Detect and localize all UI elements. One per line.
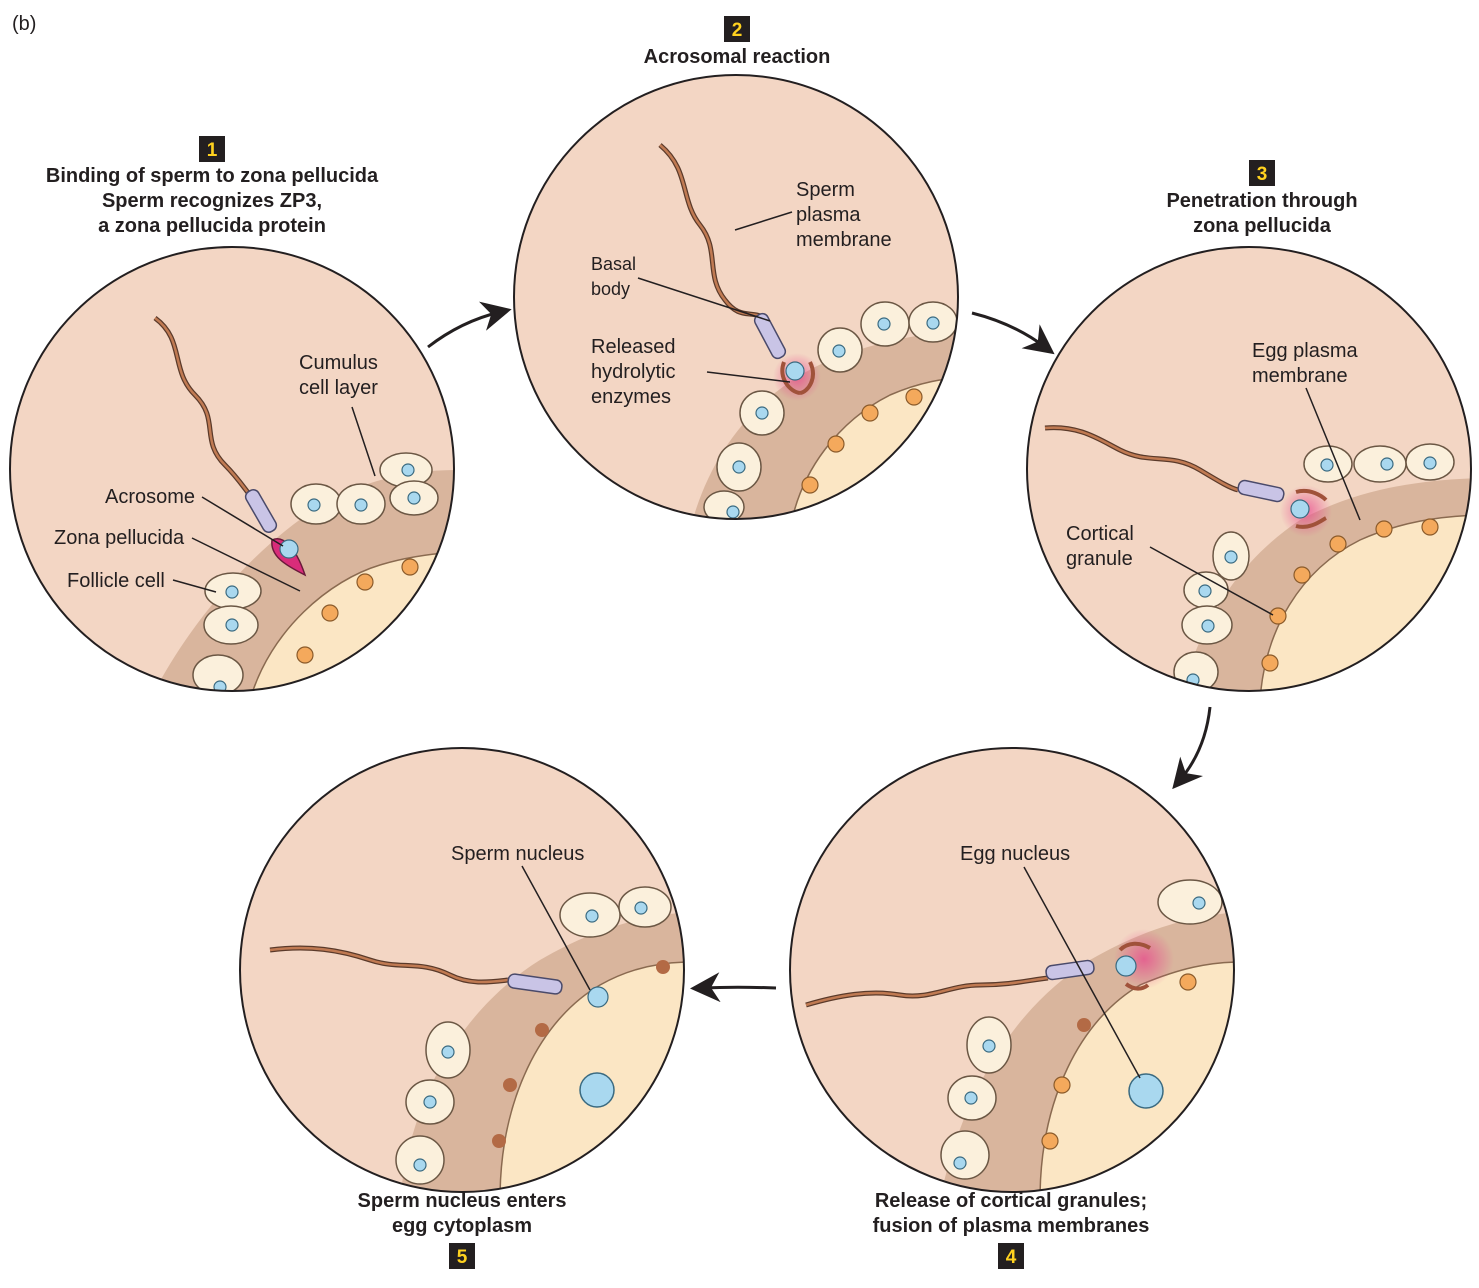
label-cumulus: Cumulus cell layer (299, 352, 378, 399)
granule-release (1077, 1018, 1091, 1032)
cell-nuclei (413, 901, 648, 1172)
sperm-1 (153, 315, 307, 577)
panel-2: Sperm plasma membrane Basal body Released hy… (513, 16, 959, 520)
cortical-granules (801, 388, 923, 494)
arrow-2-to-3 (971, 311, 1055, 355)
egg-nucleus (579, 1072, 615, 1108)
sperm-head-nucleus (1290, 499, 1310, 519)
label-egg-nucleus: Egg nucleus (960, 843, 1070, 865)
step-3-number: 3 (1257, 164, 1268, 185)
step-4-title: Release of cortical granules; fusion of p… (873, 1190, 1150, 1237)
cell-nuclei (213, 463, 421, 691)
step-1-number: 1 (207, 140, 218, 161)
sperm-head-nucleus (785, 361, 805, 381)
sperm-2 (658, 143, 815, 395)
label-cortical-granule: Cortical granule (1066, 523, 1134, 570)
step-2-title: Acrosomal reaction (644, 46, 831, 68)
panel-4: Egg nucleus Release of cortical granules… (789, 747, 1235, 1269)
sperm-head-nucleus (1115, 955, 1137, 977)
sperm-3 (1044, 425, 1328, 529)
sperm-5 (269, 945, 609, 1008)
panel-3: Egg plasma membrane Cortical granule 3 Pen… (1026, 160, 1472, 692)
arrow-3-to-4 (1172, 706, 1212, 790)
step-2-number-box (724, 16, 750, 42)
cell-nuclei (953, 896, 1206, 1170)
step-3-number-box (1249, 160, 1275, 186)
sperm-head-nucleus (587, 986, 609, 1008)
step-1-number-box (199, 136, 225, 162)
label-released-enzymes: Released hydrolytic enzymes (591, 336, 676, 408)
label-zona-pellucida: Zona pellucida (54, 527, 185, 549)
cortical-granules (296, 558, 419, 664)
step-4-number-box (998, 1243, 1024, 1269)
cumulus-cells (703, 301, 958, 519)
sperm-4 (805, 941, 1152, 1008)
sperm-head-nucleus (279, 539, 299, 559)
label-egg-plasma-membrane: Egg plasma membrane (1252, 340, 1358, 387)
arrow-4-to-5 (690, 972, 777, 1003)
label-sperm-plasma-membrane: Sperm plasma membrane (796, 179, 892, 251)
label-follicle-cell: Follicle cell (67, 570, 165, 592)
step-1-title: Binding of sperm to zona pellucida Sperm … (46, 165, 379, 237)
cortical-granules (1041, 973, 1197, 1150)
egg-nucleus (1128, 1073, 1164, 1109)
step-2-number: 2 (732, 20, 743, 41)
label-acrosome: Acrosome (105, 486, 195, 508)
panel-5: Sperm nucleus Sperm nucleus enters egg cy… (239, 747, 685, 1269)
granule-release (492, 960, 670, 1148)
step-4-number: 4 (1006, 1247, 1017, 1268)
cell-nuclei (1186, 456, 1437, 687)
panel-label: (b) (12, 13, 36, 35)
label-sperm-nucleus: Sperm nucleus (451, 843, 584, 865)
cell-nuclei (726, 316, 940, 519)
panel-1: Cumulus cell layer Acrosome Zona pellucid… (9, 136, 455, 692)
step-5-title: Sperm nucleus enters egg cytoplasm (358, 1190, 567, 1237)
cumulus-cells (395, 886, 672, 1185)
cortical-granules (1261, 518, 1439, 672)
step-3-title: Penetration through zona pellucida (1166, 190, 1357, 237)
step-5-number-box (449, 1243, 475, 1269)
label-basal-body: Basal body (591, 254, 636, 299)
step-5-number: 5 (457, 1247, 468, 1268)
arrow-1-to-2 (427, 301, 512, 349)
